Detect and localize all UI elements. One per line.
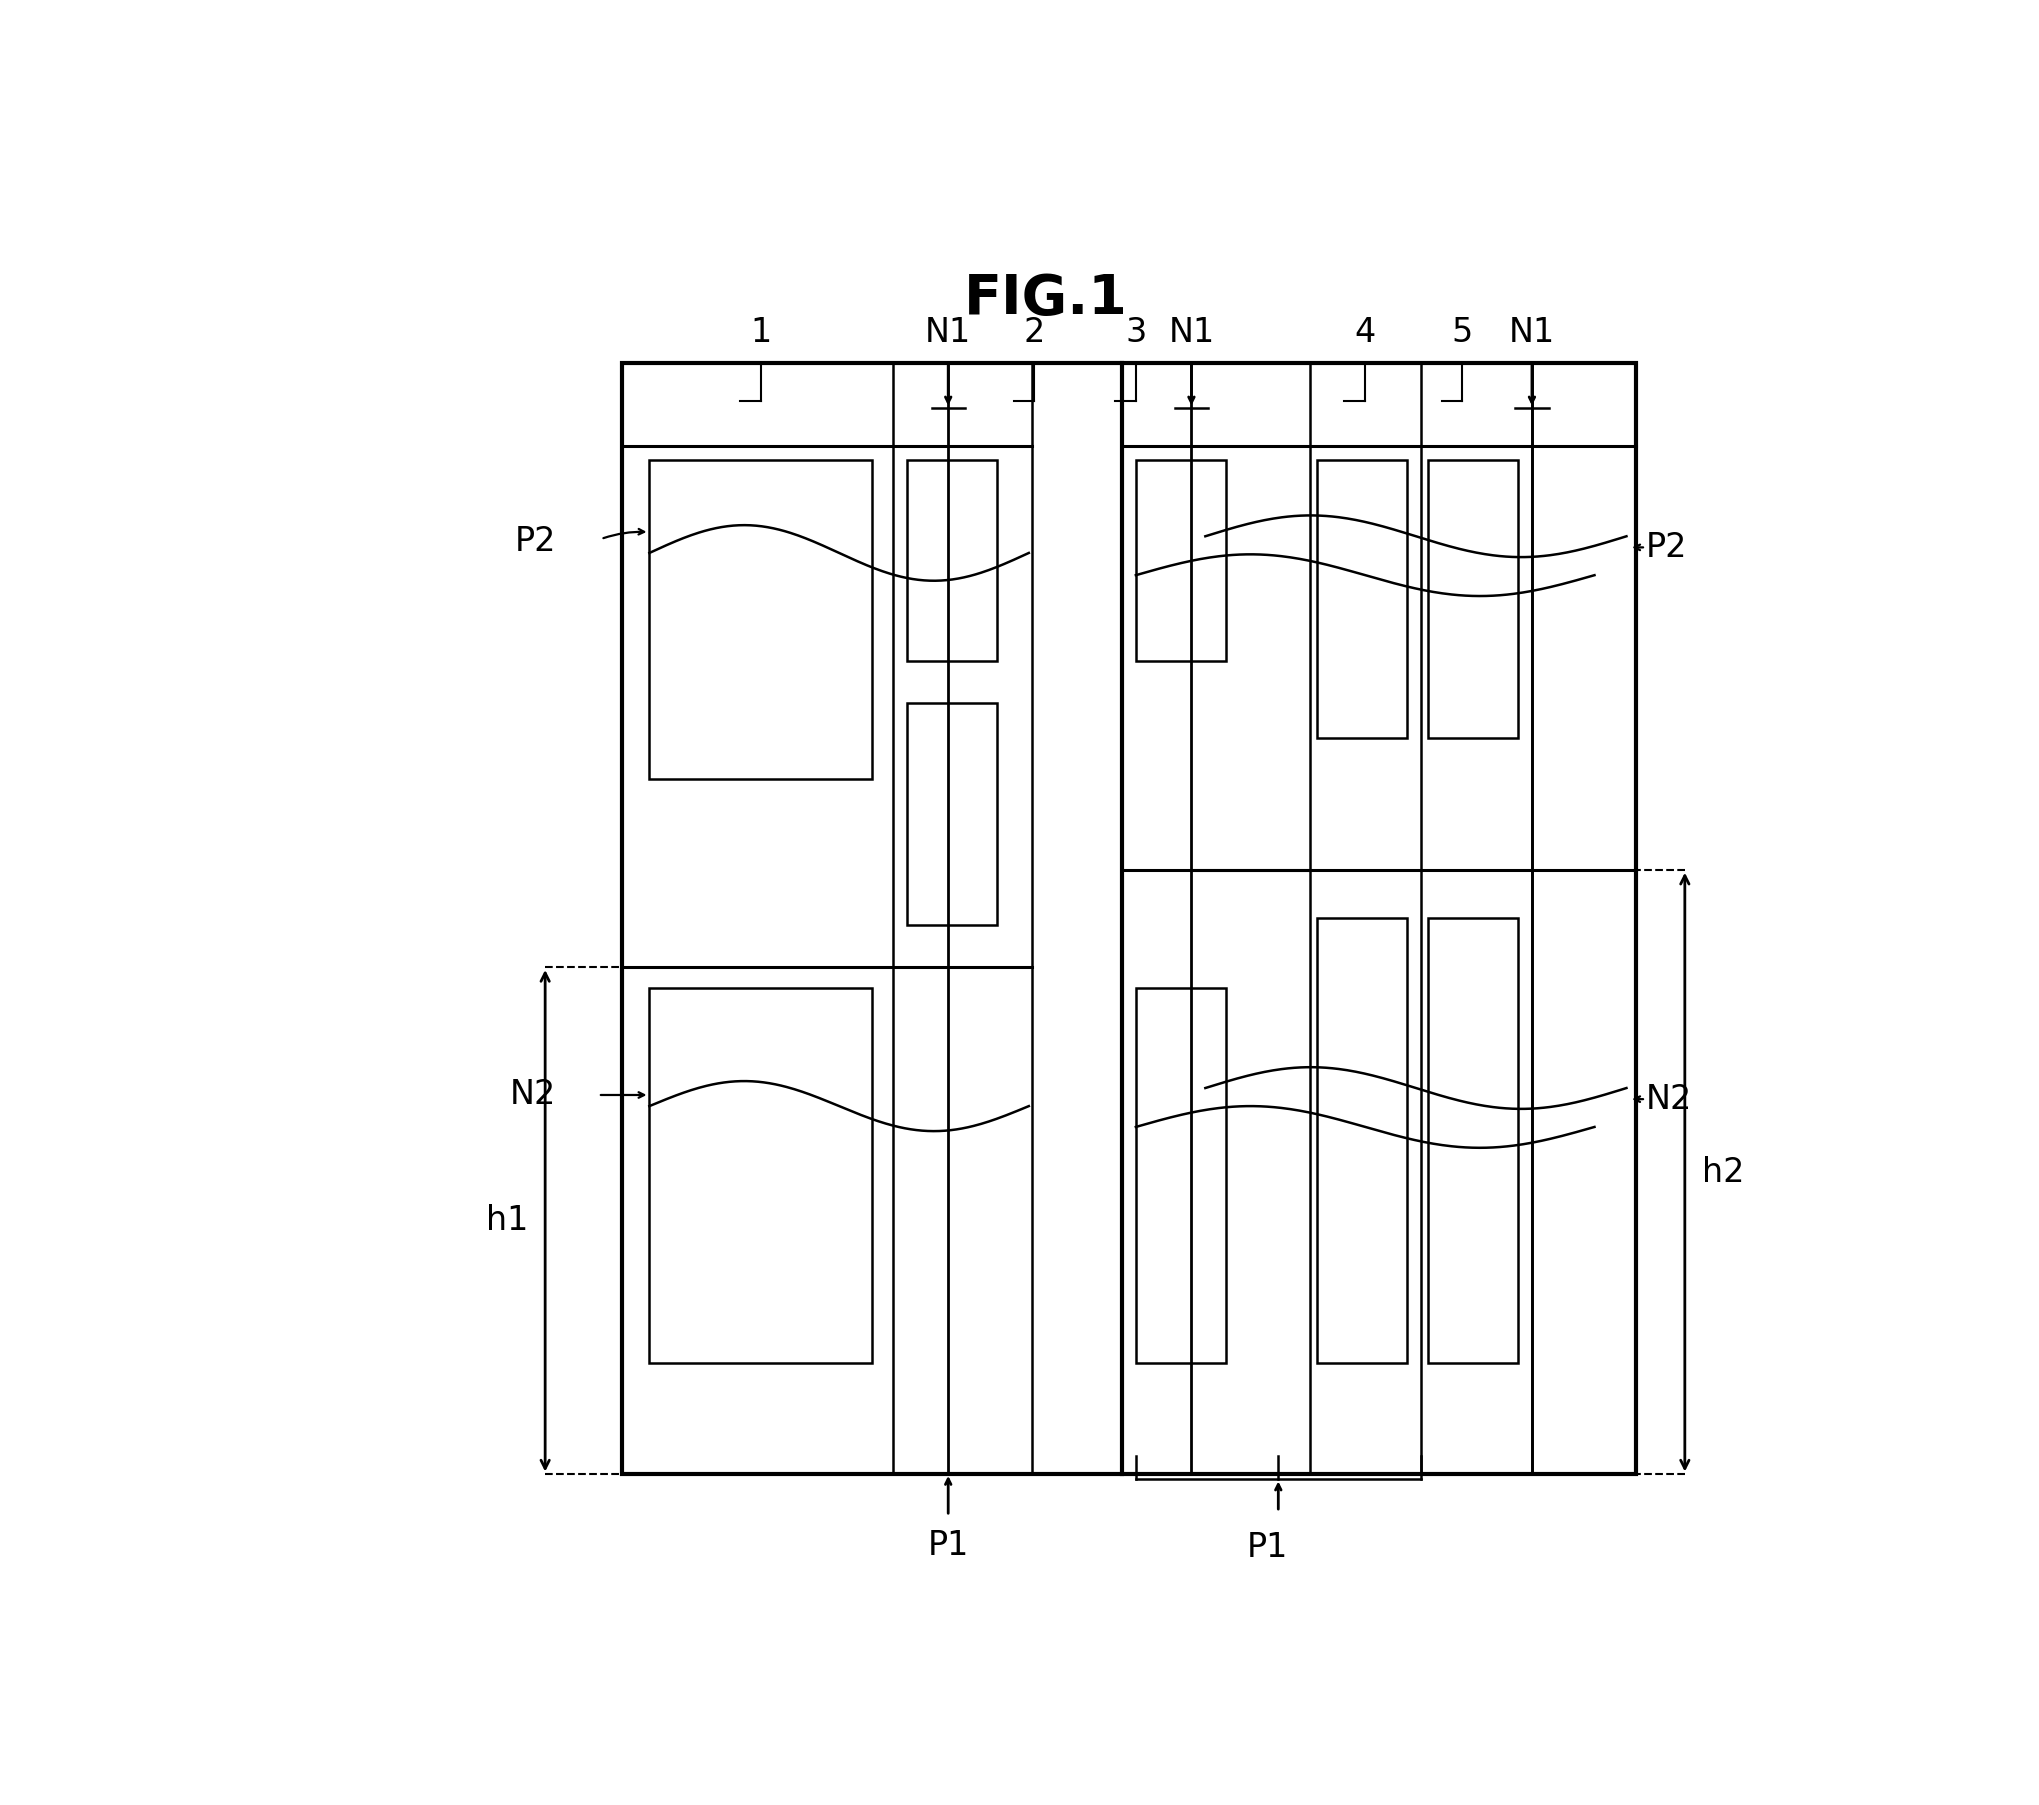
Text: P1: P1 [1246, 1531, 1289, 1565]
Bar [648, 987, 871, 1363]
Bar [1136, 460, 1225, 661]
Text: 3: 3 [1126, 316, 1146, 348]
Text: N2: N2 [1645, 1083, 1692, 1115]
Bar [1315, 919, 1407, 1363]
Text: N1: N1 [1168, 316, 1213, 348]
Text: 5: 5 [1452, 316, 1472, 348]
Bar [905, 460, 997, 661]
Bar [648, 460, 871, 780]
Text: P1: P1 [928, 1529, 969, 1561]
Text: h1: h1 [485, 1204, 528, 1236]
Bar [905, 702, 997, 926]
Text: N1: N1 [1509, 316, 1554, 348]
Text: N1: N1 [924, 316, 971, 348]
Bar [1136, 987, 1225, 1363]
Text: P2: P2 [514, 525, 557, 558]
Bar [1315, 460, 1407, 738]
Bar [1427, 919, 1517, 1363]
Text: P2: P2 [1645, 531, 1686, 563]
Text: 2: 2 [1024, 316, 1044, 348]
Text: FIG.1: FIG.1 [962, 273, 1128, 327]
Text: N2: N2 [510, 1078, 557, 1112]
Text: 4: 4 [1354, 316, 1374, 348]
Bar [622, 363, 1635, 1475]
Text: 1: 1 [750, 316, 771, 348]
Bar [1427, 460, 1517, 738]
Text: h2: h2 [1701, 1155, 1743, 1189]
